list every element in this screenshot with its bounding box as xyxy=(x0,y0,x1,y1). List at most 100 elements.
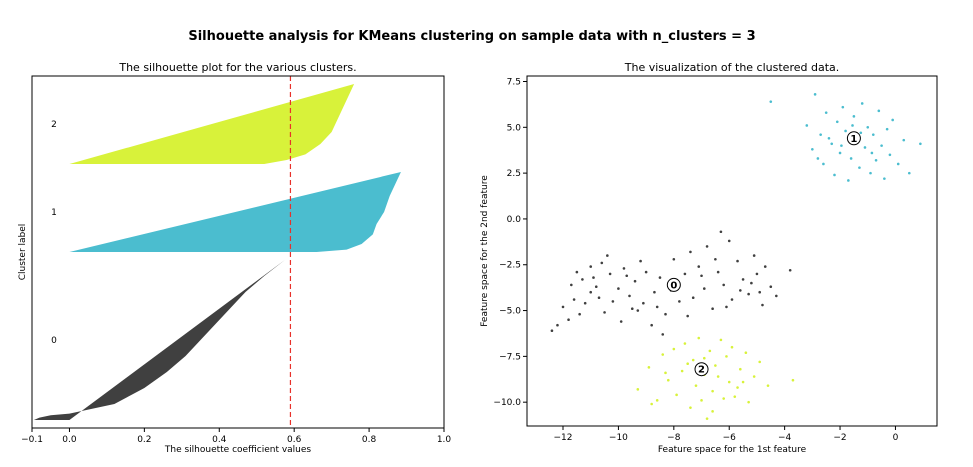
scatter-plot-frame xyxy=(526,75,938,427)
scatter-point-cluster-0 xyxy=(561,305,565,309)
scatter-point-cluster-0 xyxy=(592,276,595,279)
scatter-point-cluster-0 xyxy=(730,298,734,301)
scatter-point-cluster-1 xyxy=(885,127,889,131)
scatter-point-cluster-0 xyxy=(636,309,640,312)
scatter-point-cluster-0 xyxy=(611,300,615,303)
figure-suptitle: Silhouette analysis for KMeans clusterin… xyxy=(188,29,755,44)
scatter-point-cluster-0 xyxy=(769,285,773,289)
scatter-point-cluster-2 xyxy=(700,399,703,402)
scatter-point-cluster-1 xyxy=(907,171,911,175)
scatter-point-cluster-1 xyxy=(841,105,845,109)
scatter-point-cluster-1 xyxy=(860,102,864,105)
scatter-point-cluster-0 xyxy=(644,270,648,274)
scatter-point-cluster-1 xyxy=(877,109,881,113)
scatter-point-cluster-2 xyxy=(664,371,667,375)
scatter-point-cluster-0 xyxy=(600,261,604,265)
scatter-point-cluster-0 xyxy=(567,318,570,322)
scatter-point-cluster-1 xyxy=(830,142,834,146)
scatter-point-cluster-1 xyxy=(874,158,878,162)
scatter-point-cluster-0 xyxy=(750,281,753,285)
scatter-point-cluster-0 xyxy=(556,323,559,327)
cluster-center-label: 2 xyxy=(698,365,705,376)
scatter-point-cluster-2 xyxy=(719,338,723,342)
scatter-point-cluster-0 xyxy=(572,298,576,301)
scatter-point-cluster-1 xyxy=(811,147,814,151)
silhouette-plot-title: The silhouette plot for the various clus… xyxy=(118,61,356,74)
scatter-point-cluster-1 xyxy=(883,177,886,180)
scatter-point-cluster-1 xyxy=(769,100,773,103)
scatter-point-cluster-1 xyxy=(813,93,817,96)
scatter-point-cluster-2 xyxy=(747,400,750,404)
silhouette-cluster-label: 0 xyxy=(51,336,57,346)
cluster-center-0: 0 xyxy=(666,277,681,292)
scatter-point-cluster-0 xyxy=(700,274,703,278)
scatter-y-ticks: −10.0 −7.5 −5.0 −2.5 0.0 2.5 5.0 7.5 xyxy=(493,77,527,408)
cluster-center-label: 1 xyxy=(850,134,857,145)
scatter-point-cluster-0 xyxy=(727,239,731,243)
scatter-point-cluster-0 xyxy=(597,296,601,300)
scatter-point-cluster-0 xyxy=(736,259,739,263)
scatter-y-tick-label: −5.0 xyxy=(499,307,521,317)
scatter-point-cluster-0 xyxy=(747,292,750,296)
scatter-x-tick-label: 0 xyxy=(893,433,899,443)
scatter-point-cluster-1 xyxy=(863,146,867,149)
scatter-points xyxy=(550,93,922,420)
scatter-point-cluster-1 xyxy=(896,162,900,166)
scatter-point-cluster-0 xyxy=(628,294,631,298)
scatter-x-tick-label: −8 xyxy=(667,433,681,443)
scatter-point-cluster-1 xyxy=(835,120,839,124)
scatter-point-cluster-1 xyxy=(827,137,831,140)
scatter-point-cluster-0 xyxy=(661,333,665,336)
cluster-scatter-plot: The visualization of the clustered data.… xyxy=(480,61,938,455)
scatter-point-cluster-2 xyxy=(791,378,795,382)
scatter-point-cluster-0 xyxy=(608,272,612,276)
silhouette-cluster-fills xyxy=(33,84,401,420)
scatter-y-axis-label: Feature space for the 2nd feature xyxy=(480,175,490,327)
scatter-point-cluster-2 xyxy=(725,355,728,358)
silhouette-plot: The silhouette plot for the various clus… xyxy=(18,61,451,455)
scatter-point-cluster-1 xyxy=(840,144,843,147)
scatter-point-cluster-0 xyxy=(702,287,706,290)
scatter-point-cluster-0 xyxy=(664,312,667,316)
scatter-point-cluster-2 xyxy=(741,380,745,384)
scatter-point-cluster-2 xyxy=(680,369,684,373)
scatter-y-tick-label: 5.0 xyxy=(507,123,522,133)
scatter-x-tick-label: −6 xyxy=(723,433,737,443)
scatter-x-tick-label: −10 xyxy=(609,433,628,443)
scatter-point-cluster-2 xyxy=(689,406,692,409)
scatter-point-cluster-2 xyxy=(666,378,670,382)
scatter-point-cluster-2 xyxy=(744,351,748,355)
scatter-point-cluster-1 xyxy=(849,157,853,160)
scatter-point-cluster-0 xyxy=(570,283,573,287)
scatter-point-cluster-0 xyxy=(550,329,554,333)
silhouette-cluster-label: 2 xyxy=(51,120,57,130)
scatter-point-cluster-1 xyxy=(822,162,825,166)
scatter-point-cluster-1 xyxy=(819,133,822,136)
scatter-point-cluster-2 xyxy=(766,384,770,387)
scatter-point-cluster-1 xyxy=(847,179,850,182)
scatter-point-cluster-2 xyxy=(736,386,739,389)
scatter-point-cluster-0 xyxy=(653,290,656,294)
cluster-center-label: 0 xyxy=(670,280,677,291)
scatter-x-tick-label: −4 xyxy=(778,433,792,443)
scatter-point-cluster-2 xyxy=(655,399,659,402)
scatter-point-cluster-2 xyxy=(708,349,712,353)
silhouette-x-tick-label: 0.6 xyxy=(287,435,302,445)
scatter-point-cluster-0 xyxy=(758,290,762,294)
scatter-point-cluster-2 xyxy=(702,356,706,360)
scatter-y-tick-label: 0.0 xyxy=(507,215,522,225)
silhouette-fill-cluster-1 xyxy=(69,172,401,252)
silhouette-x-tick-label: 0.8 xyxy=(362,435,377,445)
scatter-x-tick-label: −12 xyxy=(554,433,573,443)
scatter-y-tick-label: 2.5 xyxy=(507,169,521,179)
scatter-y-tick-label: 7.5 xyxy=(507,77,521,87)
scatter-x-ticks: −12 −10 −8 −6 −4 −2 0 xyxy=(554,426,899,443)
silhouette-fill-cluster-0 xyxy=(33,260,285,420)
silhouette-fill-cluster-2 xyxy=(69,84,355,164)
scatter-point-cluster-0 xyxy=(686,314,689,318)
scatter-point-cluster-1 xyxy=(871,133,875,136)
scatter-point-cluster-1 xyxy=(869,171,872,175)
scatter-point-cluster-2 xyxy=(661,353,665,356)
cluster-center-2: 2 xyxy=(694,362,709,377)
scatter-point-cluster-0 xyxy=(622,267,626,270)
